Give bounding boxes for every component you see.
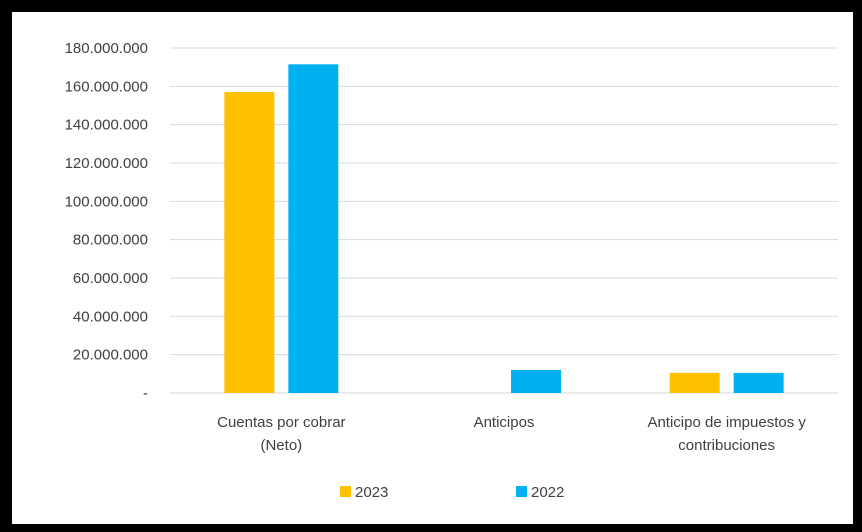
y-tick-label: 40.000.000	[73, 308, 148, 325]
y-tick-label: 180.000.000	[65, 40, 148, 57]
chart-frame	[12, 12, 853, 524]
bar	[669, 372, 720, 393]
x-tick-label: Anticipos	[474, 414, 535, 431]
y-tick-label: 120.000.000	[65, 155, 148, 172]
y-tick-label: 80.000.000	[73, 232, 148, 249]
bar	[288, 64, 339, 394]
legend-swatch	[516, 486, 527, 497]
legend-label: 2022	[531, 484, 564, 501]
y-tick-label: 140.000.000	[65, 117, 148, 134]
x-tick-label: contribuciones	[678, 437, 775, 454]
bar	[224, 92, 275, 393]
legend-swatch	[340, 486, 351, 497]
x-tick-label: Cuentas por cobrar	[217, 414, 345, 431]
legend-label: 2023	[355, 484, 388, 501]
bar	[733, 372, 784, 393]
bar	[511, 370, 561, 393]
x-tick-label: Anticipo de impuestos y	[647, 414, 806, 431]
y-tick-label: 100.000.000	[65, 193, 148, 210]
y-tick-label: 20.000.000	[73, 347, 148, 364]
x-tick-label: (Neto)	[260, 437, 302, 454]
y-tick-label: -	[143, 385, 148, 402]
y-tick-label: 160.000.000	[65, 78, 148, 95]
y-tick-label: 60.000.000	[73, 270, 148, 287]
